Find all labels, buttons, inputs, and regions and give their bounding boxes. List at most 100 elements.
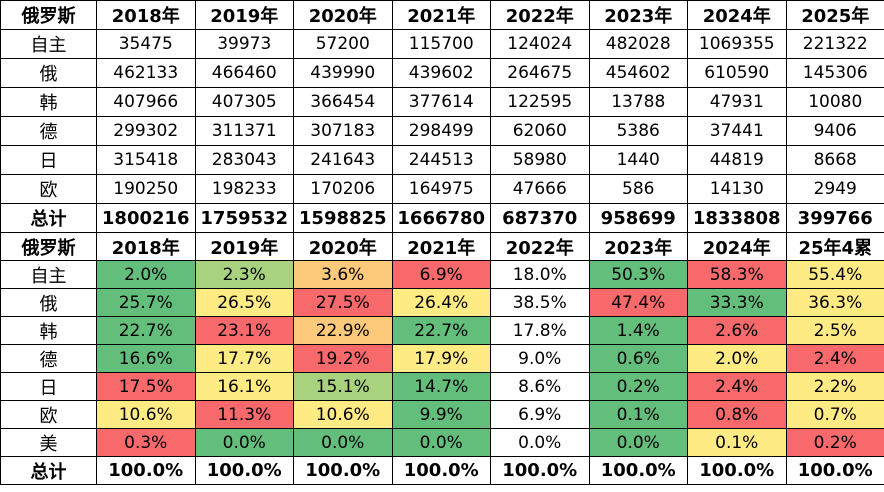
table-cell: 47931: [687, 87, 787, 117]
table-cell: 482028: [588, 29, 688, 59]
row-label: 韩: [0, 87, 97, 117]
table-cell: 124024: [490, 29, 590, 59]
column-header: 2024年: [687, 232, 787, 261]
table-cell: 22.7%: [391, 316, 491, 345]
header-row: 俄罗斯 2018年 2019年 2020年 2021年 2022年 2023年 2024年 20…: [0, 0, 884, 30]
table-cell: 25.7%: [96, 288, 196, 317]
table-cell: 47666: [490, 174, 590, 204]
table-cell: 439602: [391, 58, 491, 88]
table-cell: 17.5%: [96, 372, 196, 401]
table-cell: 23.1%: [194, 316, 294, 345]
column-header: 2018年: [96, 0, 196, 30]
table-cell: 2.2%: [785, 372, 884, 401]
table-cell: 50.3%: [588, 260, 688, 289]
row-label: 德: [0, 344, 97, 373]
row-label: 德: [0, 116, 97, 146]
total-row: 总计 1800216 1759532 1598825 1666780 687370 9586…: [0, 203, 884, 233]
table-cell: 2.6%: [687, 316, 787, 345]
column-header: 2021年: [391, 0, 491, 30]
total-cell: 100.0%: [490, 456, 590, 485]
table-cell: 307183: [293, 116, 393, 146]
table-cell: 58.3%: [687, 260, 787, 289]
table-cell: 0.0%: [391, 428, 491, 457]
table-cell: 58980: [490, 145, 590, 175]
column-header: 2023年: [588, 0, 688, 30]
table-cell: 11.3%: [194, 400, 294, 429]
total-label: 总计: [0, 203, 97, 233]
table-cell: 6.9%: [391, 260, 491, 289]
table-row: 美 0.3% 0.0% 0.0% 0.0% 0.0% 0.0% 0.1% 0.2%: [0, 428, 884, 457]
total-cell: 1666780: [391, 203, 491, 233]
table-cell: 115700: [391, 29, 491, 59]
column-header: 2022年: [490, 0, 590, 30]
table-cell: 2949: [785, 174, 884, 204]
share-section: 俄罗斯 2018年 2019年 2020年 2021年 2022年 2023年 2024年 25…: [0, 232, 884, 485]
table-row: 俄 462133 466460 439990 439602 264675 454602 610…: [0, 58, 884, 88]
total-row: 总计 100.0% 100.0% 100.0% 100.0% 100.0% 100.0% 10…: [0, 456, 884, 485]
table-cell: 264675: [490, 58, 590, 88]
row-label: 俄: [0, 58, 97, 88]
table-row: 德 299302 311371 307183 298499 62060 5386 37441 9…: [0, 116, 884, 146]
table-cell: 407305: [194, 87, 294, 117]
table-cell: 8.6%: [490, 372, 590, 401]
table-cell: 22.9%: [293, 316, 393, 345]
table-row: 自主 35475 39973 57200 115700 124024 482028 10693…: [0, 29, 884, 59]
total-cell: 100.0%: [96, 456, 196, 485]
table-cell: 0.0%: [194, 428, 294, 457]
table-cell: 164975: [391, 174, 491, 204]
table-cell: 466460: [194, 58, 294, 88]
table-cell: 47.4%: [588, 288, 688, 317]
table-cell: 244513: [391, 145, 491, 175]
table-cell: 9406: [785, 116, 884, 146]
column-header: 2024年: [687, 0, 787, 30]
table-cell: 17.9%: [391, 344, 491, 373]
total-cell: 958699: [588, 203, 688, 233]
table-cell: 0.2%: [785, 428, 884, 457]
table-cell: 17.7%: [194, 344, 294, 373]
row-label: 自主: [0, 29, 97, 59]
table-cell: 13788: [588, 87, 688, 117]
table-cell: 10.6%: [293, 400, 393, 429]
table-cell: 190250: [96, 174, 196, 204]
table-cell: 122595: [490, 87, 590, 117]
table-cell: 366454: [293, 87, 393, 117]
table-cell: 36.3%: [785, 288, 884, 317]
total-cell: 100.0%: [687, 456, 787, 485]
table-cell: 462133: [96, 58, 196, 88]
table-cell: 170206: [293, 174, 393, 204]
table-cell: 586: [588, 174, 688, 204]
row-label: 自主: [0, 260, 97, 289]
column-header: 2018年: [96, 232, 196, 261]
table-cell: 18.0%: [490, 260, 590, 289]
total-cell: 100.0%: [293, 456, 393, 485]
table-cell: 2.3%: [194, 260, 294, 289]
total-cell: 1833808: [687, 203, 787, 233]
table-cell: 14130: [687, 174, 787, 204]
row-label: 韩: [0, 316, 97, 345]
total-cell: 687370: [490, 203, 590, 233]
column-header: 2019年: [194, 232, 294, 261]
table-row: 欧 190250 198233 170206 164975 47666 586 14130 29…: [0, 174, 884, 204]
table-cell: 0.1%: [687, 428, 787, 457]
table-row: 日 17.5% 16.1% 15.1% 14.7% 8.6% 0.2% 2.4% 2.2%: [0, 372, 884, 401]
total-cell: 1598825: [293, 203, 393, 233]
row-label: 俄: [0, 288, 97, 317]
table-cell: 454602: [588, 58, 688, 88]
table-cell: 407966: [96, 87, 196, 117]
table-cell: 198233: [194, 174, 294, 204]
table-cell: 17.8%: [490, 316, 590, 345]
table-cell: 299302: [96, 116, 196, 146]
column-header: 2022年: [490, 232, 590, 261]
table-cell: 19.2%: [293, 344, 393, 373]
total-cell: 100.0%: [588, 456, 688, 485]
row-label: 欧: [0, 174, 97, 204]
total-cell: 100.0%: [785, 456, 884, 485]
table-cell: 0.8%: [687, 400, 787, 429]
table-cell: 283043: [194, 145, 294, 175]
table-cell: 5386: [588, 116, 688, 146]
total-cell: 399766: [785, 203, 884, 233]
column-header: 2021年: [391, 232, 491, 261]
table-cell: 26.4%: [391, 288, 491, 317]
table-cell: 3.6%: [293, 260, 393, 289]
total-cell: 1759532: [194, 203, 294, 233]
